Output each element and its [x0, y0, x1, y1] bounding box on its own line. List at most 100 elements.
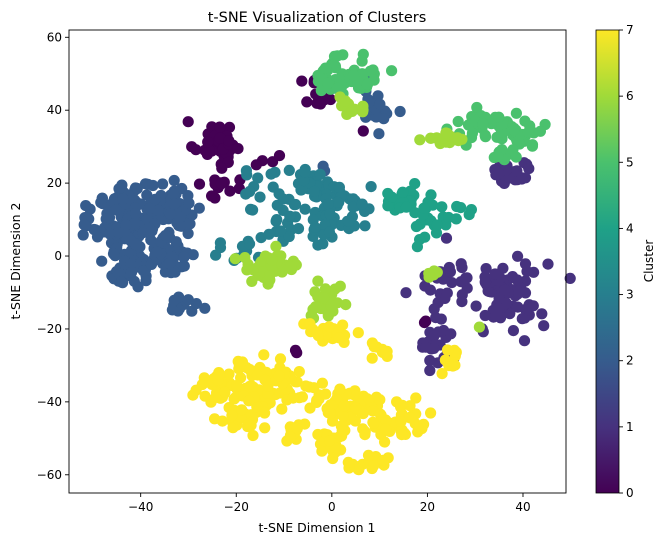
cluster-2-point [167, 188, 180, 200]
cluster-5-point [479, 131, 492, 143]
cluster-5-point [510, 107, 522, 119]
cluster-3-point [299, 166, 311, 178]
cluster-2-point [77, 229, 89, 241]
colorbar-ticks: 0 1 2 3 4 5 6 7 [619, 23, 634, 500]
cluster-7-point [380, 423, 392, 435]
cluster-3-point [263, 228, 275, 240]
cluster-3-point [277, 193, 289, 205]
cluster-2-point [140, 275, 152, 287]
cluster-7-point [320, 388, 332, 400]
cluster-7-point [333, 332, 345, 344]
cluster-7-point [226, 409, 238, 422]
cluster-7-point [303, 381, 315, 393]
cluster-7-point [395, 416, 407, 428]
cluster-5-point [508, 124, 520, 136]
cluster-7-point [258, 349, 270, 361]
cluster-7-point [293, 366, 305, 378]
cluster-0-point [301, 96, 313, 108]
cluster-6-point [346, 105, 358, 117]
y-tick-label: 40 [47, 103, 62, 117]
cluster-3-point [323, 226, 335, 238]
cluster-4-point [463, 209, 475, 221]
cluster-7-point [396, 429, 408, 441]
cluster-6-point [285, 261, 297, 273]
cluster-7-point [316, 445, 328, 457]
cluster-1-point [455, 258, 467, 270]
cluster-1-point [564, 272, 576, 284]
cluster-2-point [117, 193, 129, 205]
cluster-3-point [324, 208, 336, 220]
cluster-7-point [391, 396, 403, 408]
cluster-2-point [125, 266, 138, 279]
cluster-2-point [372, 90, 384, 102]
colorbar-tick-label: 3 [626, 288, 634, 302]
cluster-2-point [170, 236, 182, 248]
cluster-4-point [436, 201, 448, 213]
cluster-3-point [359, 220, 371, 232]
cluster-2-point [143, 202, 156, 215]
cluster-7-point [324, 407, 336, 420]
cluster-5-point [493, 111, 505, 123]
cluster-2-point [159, 230, 171, 242]
y-tick-label: 20 [47, 176, 62, 190]
cluster-5-point [477, 118, 489, 130]
cluster-2-point [193, 202, 205, 214]
cluster-2-point [96, 255, 108, 267]
cluster-4-point [455, 202, 467, 214]
cluster-7-point [374, 394, 386, 406]
cluster-6-point [334, 280, 346, 292]
cluster-0-point [223, 135, 235, 147]
cluster-0-point [232, 143, 244, 155]
cluster-4-point [397, 186, 409, 198]
cluster-7-point [247, 429, 259, 442]
cluster-6-point [266, 254, 278, 266]
cluster-1-point [511, 250, 524, 262]
cluster-3-point [265, 168, 277, 180]
cluster-6-point [310, 301, 322, 313]
cluster-1-point [444, 266, 456, 278]
cluster-5-point [386, 65, 398, 77]
cluster-5-point [361, 78, 374, 90]
cluster-1-point [456, 296, 468, 308]
cluster-1-point [511, 274, 523, 286]
cluster-2-point [373, 128, 385, 140]
cluster-5-point [329, 60, 341, 72]
cluster-2-point [104, 228, 116, 240]
cluster-0-point [296, 75, 308, 87]
cluster-7-point [336, 425, 348, 437]
cluster-1-point [470, 300, 482, 312]
cluster-3-point [365, 181, 377, 193]
cluster-4-point [382, 200, 394, 212]
cluster-7-point [219, 386, 231, 398]
cluster-0-point [289, 344, 302, 356]
cluster-6-point [241, 264, 253, 276]
cluster-6-point [229, 253, 241, 265]
cluster-1-point [489, 268, 501, 280]
cluster-0-point [206, 121, 218, 133]
colorbar-tick-label: 6 [626, 89, 634, 103]
cluster-4-point [411, 241, 423, 253]
plot-frame [68, 29, 567, 494]
cluster-7-point [296, 391, 308, 403]
cluster-2-point [137, 265, 149, 277]
cluster-2-point [168, 174, 180, 187]
x-tick-label: 40 [515, 500, 530, 514]
cluster-2-point [394, 105, 406, 118]
cluster-0-point [182, 116, 194, 128]
cluster-3-point [308, 185, 320, 197]
colorbar-tick-label: 4 [626, 221, 634, 235]
cluster-7-point [216, 415, 228, 427]
cluster-4-point [427, 199, 439, 211]
cluster-5-point [356, 55, 368, 67]
cluster-1-point [445, 328, 457, 340]
x-axis-ticks: −40 −20 0 20 40 [128, 493, 531, 514]
cluster-1-point [479, 309, 491, 322]
cluster-7-point [243, 395, 255, 407]
cluster-2-point [184, 218, 196, 230]
cluster-2-point [145, 234, 157, 246]
cluster-1-point [424, 364, 436, 377]
cluster-4-point [431, 219, 443, 231]
cluster-6-point [339, 95, 351, 107]
cluster-6-point [318, 292, 330, 304]
cluster-5-point [522, 126, 535, 138]
